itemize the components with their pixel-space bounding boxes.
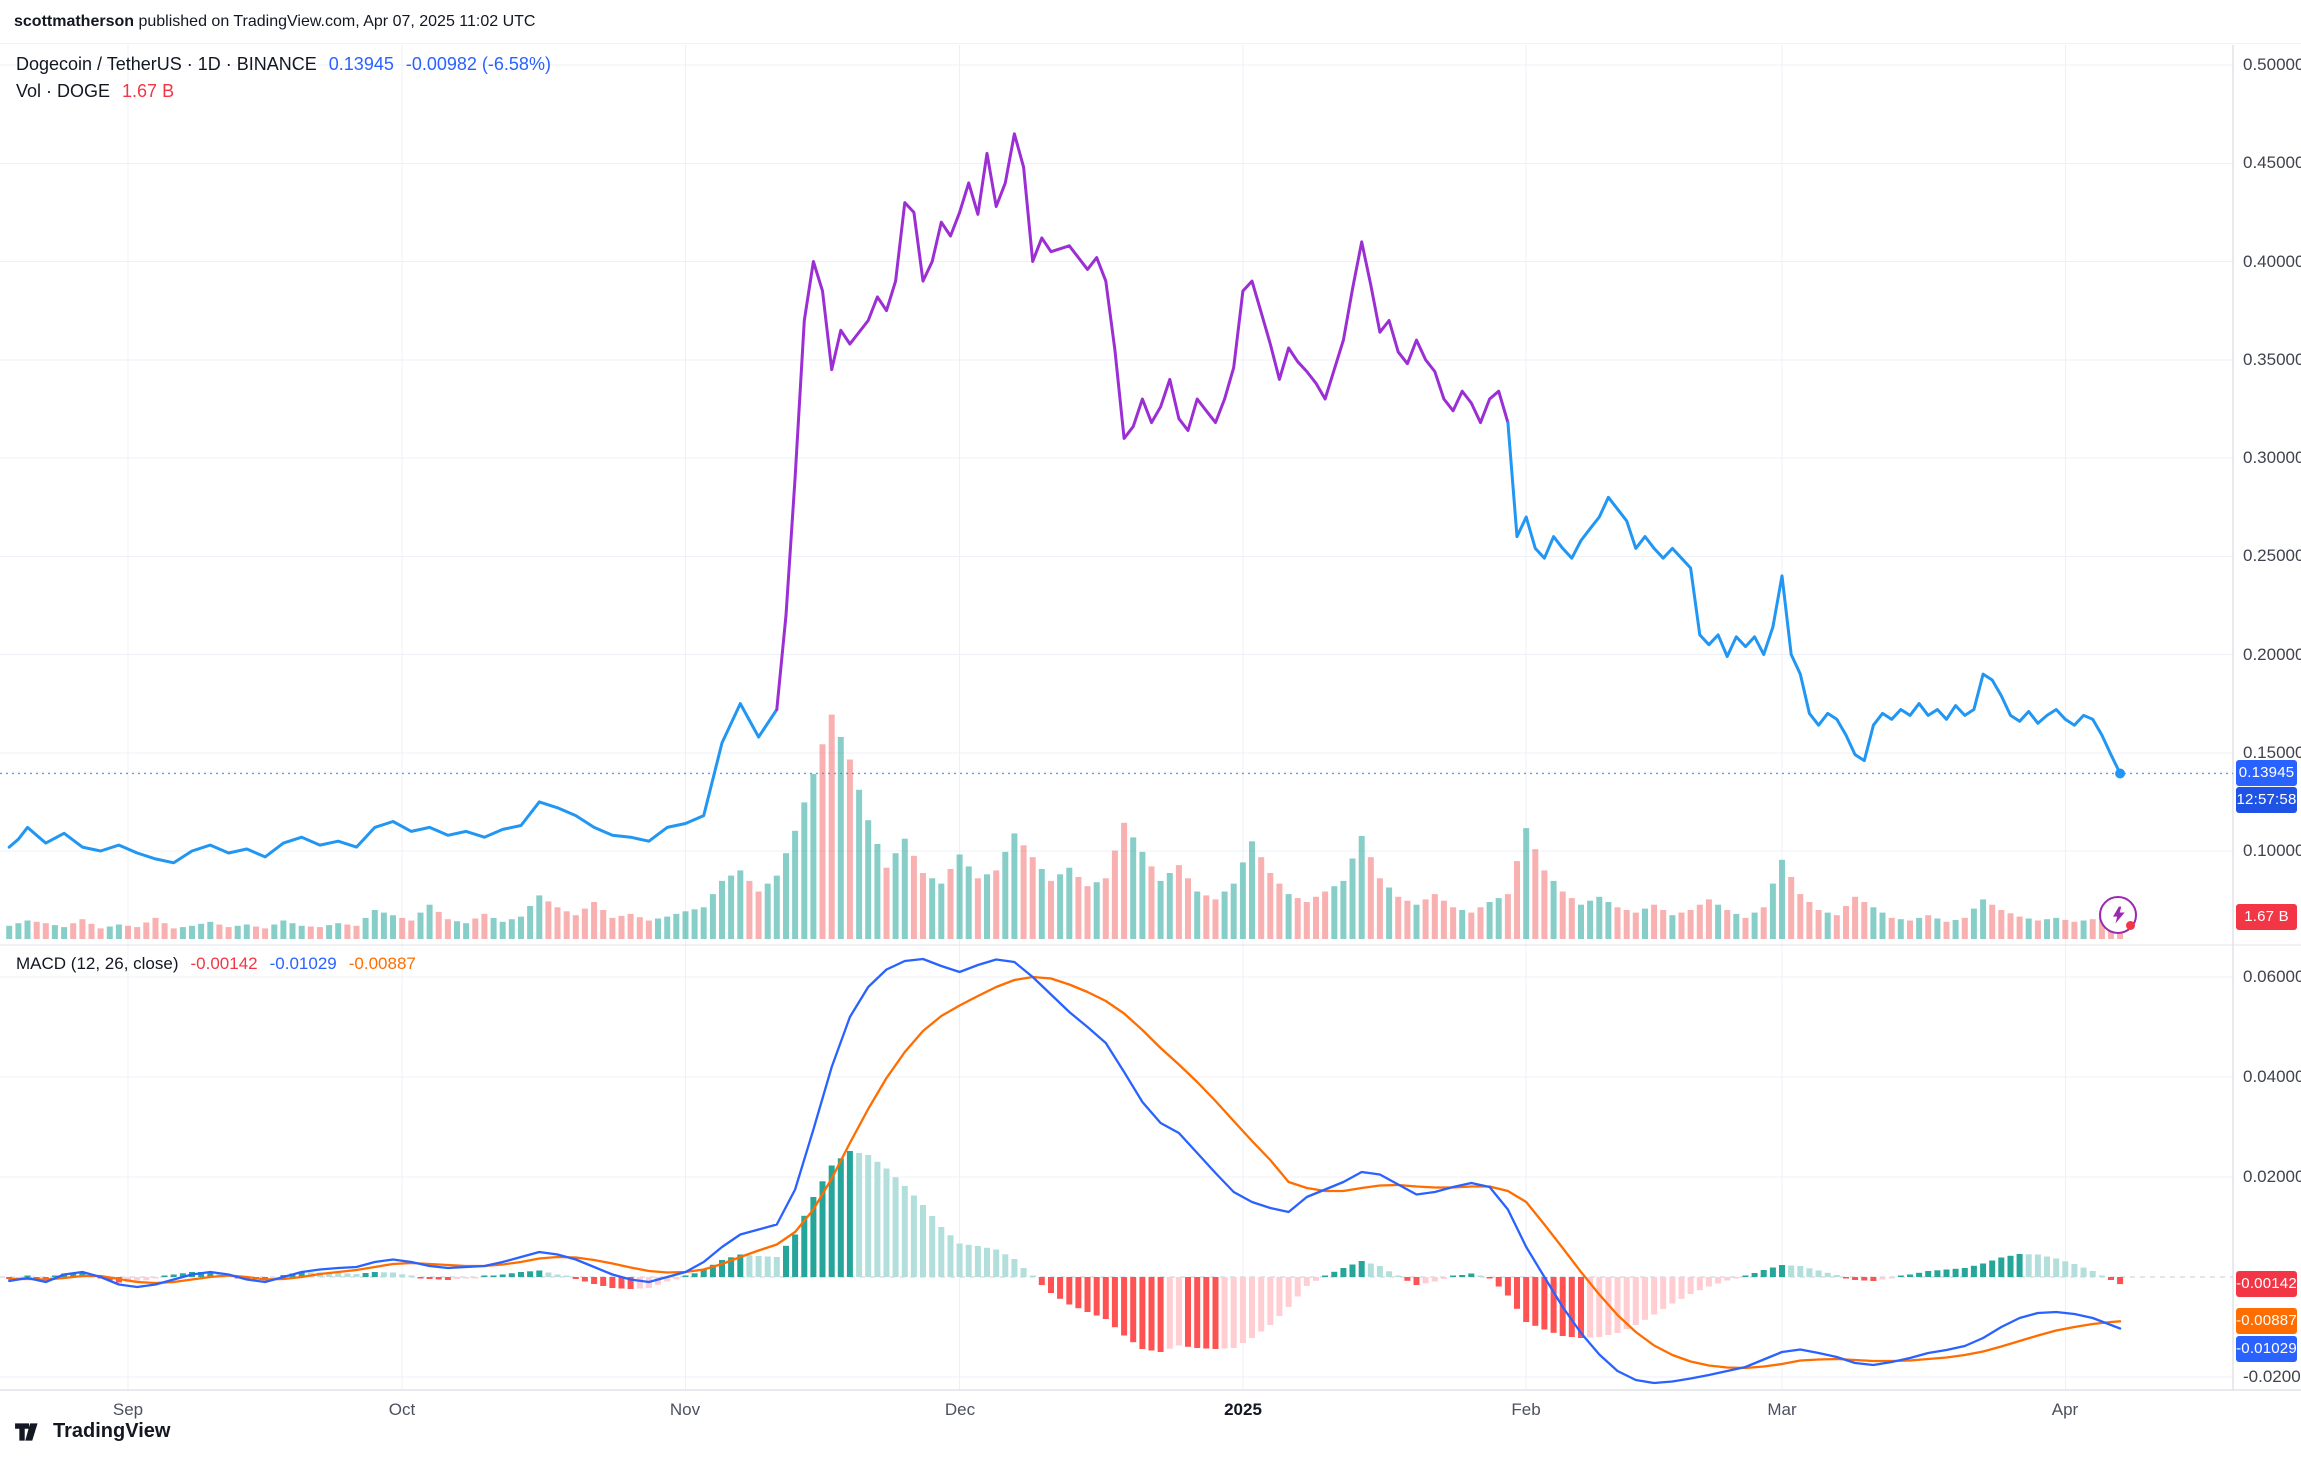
price-axis-label: 0.45000 xyxy=(2243,153,2301,173)
macd-indicator-label[interactable]: MACD (12, 26, close) xyxy=(16,954,179,973)
price-axis-label: -0.02000 xyxy=(2243,1367,2301,1386)
price-axis-label: 0.35000 xyxy=(2243,349,2301,369)
price-axis-label: 0.10000 xyxy=(2243,841,2301,860)
time-axis-label: Feb xyxy=(1511,1400,1541,1419)
price-axis-label: 0.25000 xyxy=(2243,546,2301,566)
price-axis-label: 0.15000 xyxy=(2243,742,2301,762)
price-axis-label: 0.06000 xyxy=(2243,967,2301,986)
time-axis-label: 2025 xyxy=(1224,1400,1262,1419)
symbol-title[interactable]: Dogecoin / TetherUS · 1D · BINANCE xyxy=(16,54,317,74)
macd-legend: MACD (12, 26, close) -0.00142 -0.01029 -0.0… xyxy=(16,951,428,977)
time-axis-label: Dec xyxy=(944,1400,976,1419)
macd-signal-badge: -0.00887 xyxy=(2236,1308,2297,1334)
frame-lines xyxy=(0,45,2301,1391)
volume-indicator-label[interactable]: Vol · DOGE xyxy=(16,81,111,101)
last-price-badge: 0.13945 xyxy=(2236,760,2297,786)
time-axis-label: Apr xyxy=(2051,1400,2079,1419)
publish-text: published on TradingView.com, Apr 07, 20… xyxy=(134,13,536,30)
time-scale[interactable] xyxy=(0,1390,2301,1424)
macd-lines xyxy=(8,957,2122,1385)
time-axis-label: Sep xyxy=(112,1400,144,1419)
macd-histogram-badge: -0.00142 xyxy=(2236,1271,2297,1297)
publish-header: scottmatherson published on TradingView.… xyxy=(0,0,2301,44)
bar-countdown-badge: 12:57:58 xyxy=(2236,787,2297,813)
price-axis-label: 0.40000 xyxy=(2243,251,2301,271)
symbol-legend: Dogecoin / TetherUS · 1D · BINANCE 0.1394… xyxy=(16,51,563,105)
tradingview-footer[interactable]: TradingView xyxy=(14,1420,170,1443)
macd-signal-value: -0.00887 xyxy=(348,954,416,973)
macd-histogram-value: -0.00142 xyxy=(190,954,258,973)
price-axis-label: 0.30000 xyxy=(2243,448,2301,467)
gridlines xyxy=(0,45,2233,1390)
volume-badge: 1.67 B xyxy=(2236,904,2297,930)
price-line xyxy=(7,132,2122,865)
notification-dot xyxy=(2126,921,2135,930)
publish-author: scottmatherson xyxy=(14,13,135,30)
last-price-dot xyxy=(2115,768,2126,779)
quick-trade-button[interactable] xyxy=(2099,896,2137,934)
time-axis-label: Nov xyxy=(669,1400,701,1419)
price-axis-label: 0.20000 xyxy=(2243,644,2301,664)
last-price-value: 0.13945 xyxy=(328,54,394,74)
price-axis-label: 0.50000 xyxy=(2243,55,2301,74)
lightning-icon xyxy=(2113,906,2125,924)
tradingview-logo-icon xyxy=(15,1422,38,1441)
price-axis-label: 0.02000 xyxy=(2243,1167,2301,1186)
time-axis-label: Oct xyxy=(388,1400,416,1419)
price-change-value: -0.00982 (-6.58%) xyxy=(405,54,551,74)
price-scale[interactable] xyxy=(2233,44,2301,1390)
time-axis-label: Mar xyxy=(1767,1400,1797,1419)
volume-value: 1.67 B xyxy=(122,81,175,101)
macd-line-badge: -0.01029 xyxy=(2236,1336,2297,1362)
macd-histogram xyxy=(6,1151,2124,1352)
volume-bars xyxy=(6,714,2124,939)
tradingview-brand: TradingView xyxy=(53,1420,171,1442)
macd-line-value: -0.01029 xyxy=(269,954,337,973)
price-axis-label: 0.04000 xyxy=(2243,1067,2301,1086)
